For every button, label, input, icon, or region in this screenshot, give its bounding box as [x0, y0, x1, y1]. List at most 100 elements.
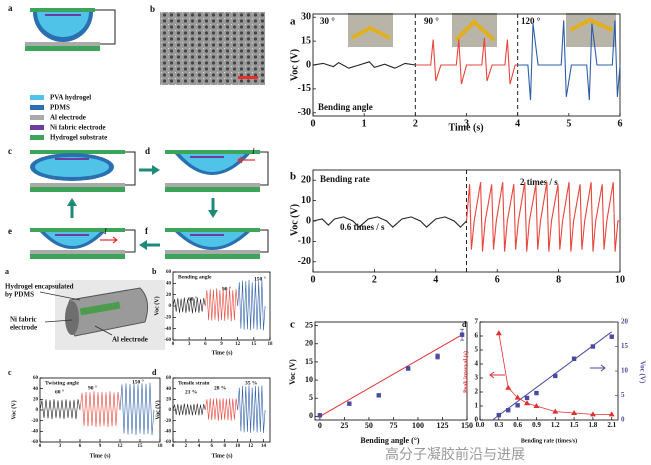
- y-tick-label: 20: [166, 293, 172, 298]
- series-line: [237, 385, 266, 433]
- hydrogel: [180, 154, 245, 172]
- y-tick-label: -40: [164, 429, 171, 434]
- y-axis-label: Voc (V): [289, 204, 300, 236]
- marker-triangle: [514, 394, 521, 400]
- device-label: electrode: [10, 324, 37, 332]
- y-tick-label: 40: [33, 387, 39, 392]
- wire: [260, 151, 269, 186]
- watermark: 高分子凝胶前沿与进展: [385, 446, 525, 463]
- annotation: 2 times / s: [520, 177, 558, 187]
- panel-label: d: [145, 146, 150, 156]
- x-tick-label: 15: [138, 444, 144, 449]
- marker-triangle: [495, 330, 502, 336]
- series-line: [517, 20, 621, 101]
- y-tick-label: -10: [298, 236, 311, 247]
- y-tick-label: 0: [309, 411, 313, 420]
- x-tick-label: 14: [261, 444, 267, 449]
- x-tick-label: 0.3: [494, 421, 503, 429]
- x-tick-label: 2: [185, 444, 188, 449]
- y-tick-label: 15: [301, 35, 311, 46]
- plot-frame: [314, 321, 468, 421]
- x-tick-label: 8: [223, 444, 226, 449]
- bottom-substrate: [30, 254, 125, 259]
- device-label: Al electrode: [112, 336, 148, 344]
- x-tick-label: 1.2: [551, 421, 560, 429]
- panel-label: c: [290, 319, 295, 331]
- arrow-head: [67, 198, 77, 206]
- y-tick-label: 0: [169, 304, 172, 309]
- legend-label: PVA hydrogel: [50, 94, 91, 102]
- y-axis-label: Voc (V): [10, 400, 17, 419]
- x-axis-label: Time (s): [89, 452, 110, 459]
- ni-electrode: [190, 234, 224, 236]
- y-axis-label: Peak interval (s): [462, 351, 469, 393]
- x-tick-label: 50: [365, 421, 373, 430]
- y-tick-label: 20: [33, 397, 39, 402]
- panel-label: c: [8, 146, 12, 156]
- al-electrode: [25, 42, 100, 46]
- top-substrate: [165, 150, 260, 154]
- legend-label: Ni fabric electrode: [50, 124, 105, 132]
- legend-swatches: [30, 95, 44, 140]
- annotation: Bending angle: [178, 274, 212, 280]
- x-tick-label: 0.9: [532, 421, 541, 429]
- y-tick-label: 30: [301, 11, 311, 22]
- y-tick-label: 0: [306, 59, 311, 70]
- y-tick-label: 7: [475, 318, 479, 326]
- series-line: [39, 399, 81, 420]
- panel-label: a: [8, 3, 13, 13]
- wire: [125, 229, 136, 253]
- annotation: 150 °: [254, 275, 266, 282]
- annotation: Twisting angle: [45, 380, 80, 386]
- y-axis-label: Voc (V): [154, 400, 161, 419]
- panel-label: b: [290, 171, 296, 183]
- marker-triangle: [524, 400, 531, 406]
- bottom-substrate: [165, 254, 260, 259]
- x-tick-label: 3: [188, 342, 191, 347]
- x-tick-label: 6: [495, 274, 500, 285]
- al-electrode: [30, 183, 125, 187]
- marker-square: [524, 395, 530, 401]
- annotation: Tensile strain: [178, 380, 209, 386]
- x-tick-label: 9: [220, 342, 223, 347]
- swatch: [30, 125, 44, 130]
- device-label: by PDMS: [5, 291, 34, 299]
- annotation: Bending rate: [320, 174, 370, 184]
- y-axis-label: Voc (V): [289, 49, 300, 81]
- marker-square: [459, 332, 465, 337]
- annotation: 90 °: [424, 16, 439, 26]
- y-tick-label: 3: [475, 374, 479, 382]
- top-substrate: [30, 8, 95, 12]
- arrow-head: [139, 240, 147, 250]
- y-tick-label: 10: [305, 375, 313, 384]
- scale-bar: [238, 76, 258, 79]
- annotation: 30 °: [320, 16, 335, 26]
- schematic-d: [165, 150, 269, 192]
- y2-tick-label: 0: [621, 416, 625, 424]
- annotation: 28 %: [214, 385, 226, 391]
- marker-square: [590, 344, 596, 349]
- top-substrate: [30, 228, 125, 232]
- x-tick-label: 0: [39, 444, 42, 449]
- y-axis-label: Voc (V): [288, 359, 297, 385]
- hydrogel: [37, 12, 89, 37]
- top-substrate: [30, 150, 125, 154]
- y-tick-label: 60: [166, 376, 172, 381]
- wire: [125, 151, 136, 186]
- arrow-head: [152, 165, 160, 175]
- y-tick-label: -15: [298, 83, 311, 94]
- marker-square: [435, 354, 440, 359]
- hydrogel: [35, 157, 109, 177]
- marker-square: [317, 413, 323, 418]
- marker-square: [553, 373, 558, 379]
- y2-tick-label: 10: [621, 367, 629, 375]
- current-label: I: [103, 227, 107, 236]
- annotation: 90 °: [88, 384, 97, 391]
- x-tick-label: 3: [59, 444, 62, 449]
- marker-square: [405, 366, 411, 371]
- y-tick-label: -20: [164, 315, 171, 320]
- annotation: 35 %: [245, 380, 257, 386]
- marker-square: [609, 334, 614, 339]
